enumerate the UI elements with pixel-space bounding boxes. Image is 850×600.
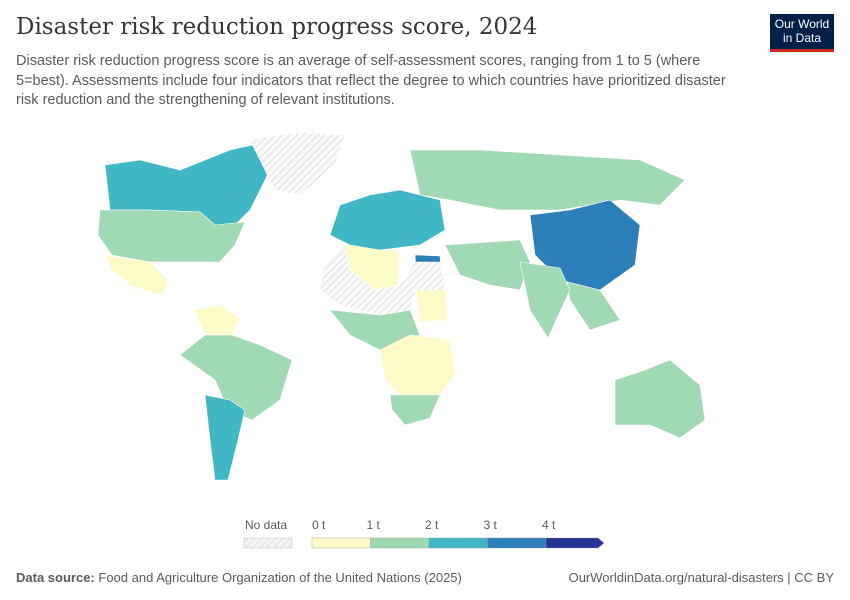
country-sudan[interactable]: [414, 284, 449, 323]
country-united-states[interactable]: [97, 209, 246, 263]
world-map: [97, 131, 706, 481]
owid-logo[interactable]: Our World in Data: [770, 14, 834, 52]
country-southern-africa[interactable]: [379, 334, 456, 396]
source-label: Data source:: [16, 570, 95, 585]
legend-tick-label: 1 t: [367, 518, 381, 532]
country-argentina[interactable]: [204, 394, 246, 481]
legend: No data 0 t 1 t 2 t 3 t 4 t: [243, 518, 605, 549]
country-russia[interactable]: [409, 149, 686, 211]
country-south-africa[interactable]: [389, 394, 441, 426]
chart-title: Disaster risk reduction progress score, …: [16, 14, 538, 40]
data-source: Data source: Food and Agriculture Organi…: [16, 570, 462, 585]
legend-tick-label: 0 t: [312, 518, 326, 532]
legend-tick-label: 3 t: [484, 518, 498, 532]
legend-bin[interactable]: [370, 537, 430, 549]
legend-no-data-swatch[interactable]: [243, 537, 293, 549]
chart-subtitle: Disaster risk reduction progress score i…: [16, 53, 726, 108]
footer-url[interactable]: OurWorldinData.org/natural-disasters | C…: [568, 570, 834, 585]
source-text: Food and Agriculture Organization of the…: [98, 570, 462, 585]
country-venezuela-colombia[interactable]: [194, 304, 241, 336]
country-india[interactable]: [519, 261, 571, 339]
country-brazil[interactable]: [179, 334, 293, 421]
country-sahara[interactable]: [319, 244, 446, 316]
country-greenland[interactable]: [249, 131, 346, 196]
legend-bin[interactable]: [487, 537, 547, 549]
legend-tick-label: 2 t: [425, 518, 439, 532]
legend-no-data-label: No data: [245, 518, 287, 532]
legend-bin[interactable]: [545, 537, 605, 549]
country-australia[interactable]: [614, 359, 706, 439]
country-shape[interactable]: [444, 239, 531, 291]
country-europe[interactable]: [329, 189, 446, 251]
legend-tick-label: 4 t: [542, 518, 556, 532]
country-mexico[interactable]: [104, 254, 169, 296]
legend-bin[interactable]: [311, 537, 371, 549]
legend-bin[interactable]: [428, 537, 488, 549]
